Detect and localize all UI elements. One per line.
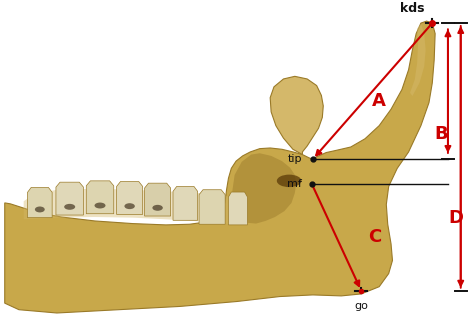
Ellipse shape: [124, 203, 135, 209]
Polygon shape: [199, 190, 225, 224]
Text: mf: mf: [287, 179, 301, 189]
Polygon shape: [86, 181, 114, 214]
Text: B: B: [434, 125, 447, 143]
Polygon shape: [56, 182, 83, 215]
Text: C: C: [368, 228, 381, 246]
Ellipse shape: [35, 207, 45, 212]
Polygon shape: [232, 153, 296, 223]
Polygon shape: [270, 76, 323, 155]
Ellipse shape: [94, 203, 106, 208]
Text: D: D: [448, 209, 464, 227]
Text: A: A: [372, 92, 386, 110]
Ellipse shape: [153, 205, 163, 211]
Polygon shape: [5, 21, 435, 313]
Polygon shape: [27, 187, 52, 218]
Polygon shape: [145, 183, 171, 216]
Polygon shape: [24, 189, 242, 224]
Text: tip: tip: [288, 154, 302, 164]
Polygon shape: [228, 192, 247, 225]
Text: go: go: [354, 300, 368, 310]
Text: kds: kds: [400, 2, 424, 14]
Ellipse shape: [277, 175, 301, 187]
Ellipse shape: [64, 204, 75, 210]
Polygon shape: [410, 24, 426, 96]
Polygon shape: [117, 181, 143, 214]
Polygon shape: [173, 186, 198, 220]
